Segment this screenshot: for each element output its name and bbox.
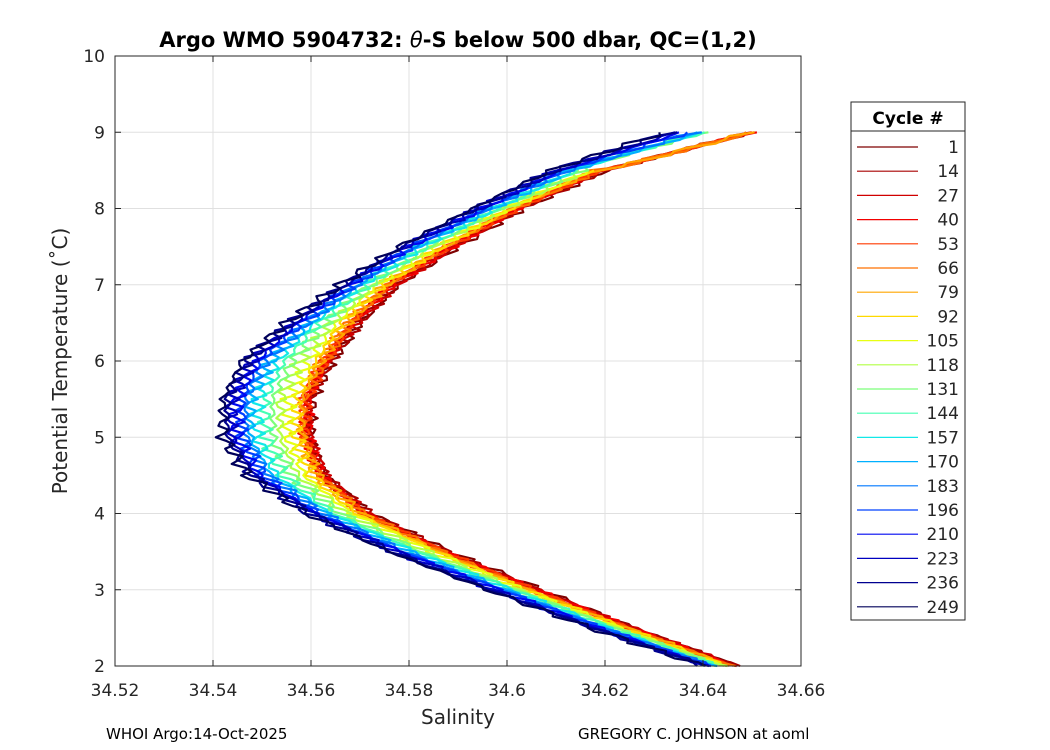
footer-source: WHOI Argo:14-Oct-2025 <box>106 725 288 743</box>
chart-title: Argo WMO 5904732: θ-S below 500 dbar, QC… <box>159 28 756 52</box>
legend-entry-label: 118 <box>927 356 959 376</box>
profile-line-cycle-236 <box>223 131 698 667</box>
legend-entry-label: 223 <box>927 549 959 569</box>
legend-entry-label: 131 <box>927 380 959 400</box>
x-tick-label: 34.52 <box>91 681 140 701</box>
legend-entry-label: 105 <box>927 332 959 352</box>
y-tick-label: 4 <box>94 505 105 525</box>
x-tick-label: 34.54 <box>189 681 238 701</box>
profile-line-cycle-105 <box>279 169 725 668</box>
x-axis-label: Salinity <box>421 705 495 729</box>
profile-line-cycle-223 <box>223 131 710 668</box>
legend-title: Cycle # <box>872 109 943 129</box>
legend-entry-label: 144 <box>927 404 959 424</box>
y-tick-label: 8 <box>94 200 105 220</box>
legend-entry-label: 210 <box>927 525 959 545</box>
y-axis-label: Potential Temperature (˚C) <box>48 228 72 495</box>
profile-line-cycle-131 <box>268 131 716 668</box>
legend-entry-label: 249 <box>927 598 959 618</box>
legend-entry-label: 92 <box>937 307 959 327</box>
x-tick-label: 34.58 <box>385 681 434 701</box>
x-tick-label: 34.6 <box>488 681 526 701</box>
legend-entry-label: 79 <box>937 283 959 303</box>
legend-entry-label: 183 <box>927 477 959 497</box>
y-tick-label: 7 <box>94 276 105 296</box>
legend-entry-label: 53 <box>937 235 959 255</box>
y-tick-label: 6 <box>94 352 105 372</box>
legend: Cycle # 1 14 27 40 53 66 79 92 105 118 131 144 157 17… <box>850 101 966 621</box>
legend-entry-label: 196 <box>927 501 959 521</box>
x-tick-label: 34.64 <box>679 681 728 701</box>
x-tick-label: 34.56 <box>287 681 336 701</box>
y-tick-label: 3 <box>94 581 105 601</box>
y-tick-label: 10 <box>83 47 105 67</box>
profile-line-cycle-170 <box>244 131 718 668</box>
legend-entry-label: 40 <box>937 211 959 231</box>
legend-entry-label: 157 <box>927 428 959 448</box>
profile-lines <box>214 131 758 668</box>
legend-entry-label: 1 <box>948 138 959 158</box>
legend-entry-label: 27 <box>937 186 959 206</box>
legend-entry-label: 14 <box>937 162 959 182</box>
y-tick-label: 5 <box>94 428 105 448</box>
profile-line-cycle-92 <box>287 169 723 667</box>
x-tick-label: 34.66 <box>777 681 826 701</box>
y-tick-label: 2 <box>94 657 105 677</box>
y-tick-label: 9 <box>94 123 105 143</box>
axis-ticks: 34.52 34.54 34.56 34.58 34.6 34.62 34.64 34.66 2… <box>83 47 825 701</box>
profile-line-cycle-249 <box>214 132 707 667</box>
x-tick-label: 34.62 <box>581 681 630 701</box>
legend-entry-label: 170 <box>927 453 959 473</box>
legend-entry-label: 236 <box>927 574 959 594</box>
footer-author: GREGORY C. JOHNSON at aoml <box>578 725 810 743</box>
legend-entry-label: 66 <box>937 259 959 279</box>
